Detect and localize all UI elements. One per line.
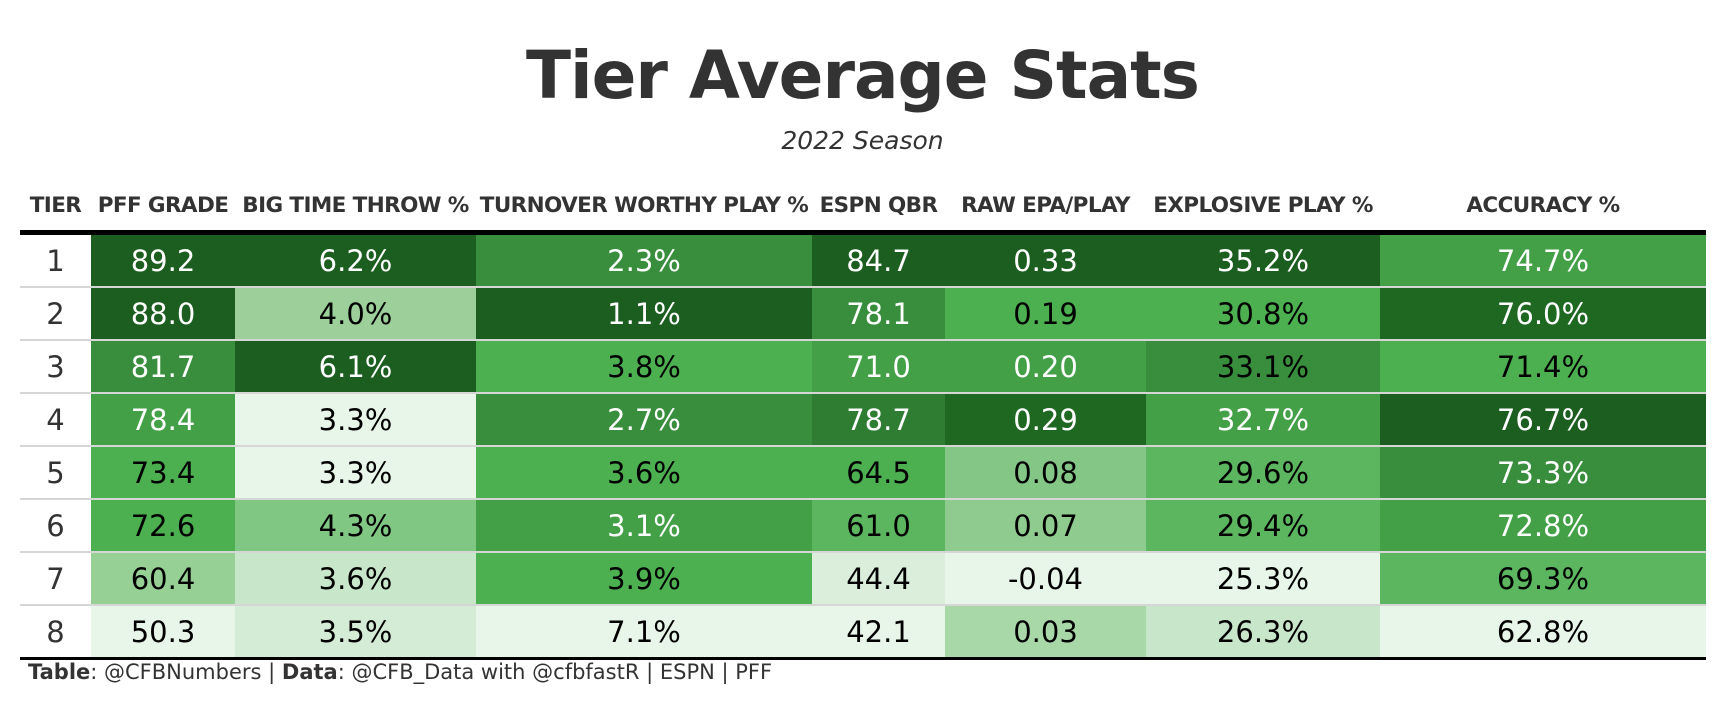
- value-cell: 76.0%: [1380, 287, 1706, 340]
- column-header: ESPN QBR: [819, 192, 938, 218]
- value-cell: 3.6%: [476, 446, 812, 499]
- value-cell: 2.7%: [476, 393, 812, 446]
- table-row: 6 72.6 4.3% 3.1% 61.0 0.07 29.4% 72.8%: [20, 499, 1706, 552]
- caption-data-value: : @CFB_Data with @cfbfastR | ESPN | PFF: [337, 660, 773, 684]
- table-row: 1 89.2 6.2% 2.3% 84.7 0.33 35.2% 74.7%: [20, 232, 1706, 287]
- value-cell: 84.7: [812, 232, 945, 287]
- value-cell: 73.4: [91, 446, 235, 499]
- tier-cell: 6: [20, 499, 91, 552]
- value-cell: 1.1%: [476, 287, 812, 340]
- value-cell: 3.3%: [235, 393, 476, 446]
- value-cell: 60.4: [91, 552, 235, 605]
- value-cell: 69.3%: [1380, 552, 1706, 605]
- column-header: ACCURACY %: [1466, 192, 1620, 218]
- chart-title: Tier Average Stats: [526, 37, 1200, 114]
- caption-table-label: Table: [28, 660, 91, 684]
- value-cell: 81.7: [91, 340, 235, 393]
- column-header: TIER: [29, 192, 82, 218]
- value-cell: 0.08: [945, 446, 1146, 499]
- column-header: PFF GRADE: [97, 192, 229, 218]
- value-cell: 44.4: [812, 552, 945, 605]
- caption-data-label: Data: [281, 660, 338, 684]
- caption-table-value: : @CFBNumbers |: [90, 660, 282, 684]
- value-cell: 3.8%: [476, 340, 812, 393]
- table-row: 7 60.4 3.6% 3.9% 44.4 -0.04 25.3% 69.3%: [20, 552, 1706, 605]
- value-cell: 33.1%: [1146, 340, 1380, 393]
- table-body: 1 89.2 6.2% 2.3% 84.7 0.33 35.2% 74.7% 2 88.0 4.0%…: [20, 232, 1706, 659]
- column-header: TURNOVER WORTHY PLAY %: [479, 192, 809, 218]
- table-row: 8 50.3 3.5% 7.1% 42.1 0.03 26.3% 62.8%: [20, 605, 1706, 659]
- value-cell: 71.4%: [1380, 340, 1706, 393]
- value-cell: 3.1%: [476, 499, 812, 552]
- value-cell: 76.7%: [1380, 393, 1706, 446]
- table-row: 4 78.4 3.3% 2.7% 78.7 0.29 32.7% 76.7%: [20, 393, 1706, 446]
- value-cell: 78.4: [91, 393, 235, 446]
- value-cell: 50.3: [91, 605, 235, 659]
- value-cell: 42.1: [812, 605, 945, 659]
- value-cell: 6.2%: [235, 232, 476, 287]
- value-cell: 78.7: [812, 393, 945, 446]
- tier-cell: 1: [20, 232, 91, 287]
- column-header: EXPLOSIVE PLAY %: [1153, 192, 1373, 218]
- value-cell: 4.0%: [235, 287, 476, 340]
- value-cell: 72.8%: [1380, 499, 1706, 552]
- value-cell: 73.3%: [1380, 446, 1706, 499]
- value-cell: 0.07: [945, 499, 1146, 552]
- value-cell: 3.6%: [235, 552, 476, 605]
- value-cell: 4.3%: [235, 499, 476, 552]
- table-row: 3 81.7 6.1% 3.8% 71.0 0.20 33.1% 71.4%: [20, 340, 1706, 393]
- value-cell: 3.5%: [235, 605, 476, 659]
- tier-cell: 3: [20, 340, 91, 393]
- stats-table: TIER PFF GRADE BIG TIME THROW % TURNOVER WO…: [20, 180, 1706, 660]
- column-header: BIG TIME THROW %: [242, 192, 469, 218]
- value-cell: 78.1: [812, 287, 945, 340]
- value-cell: 0.33: [945, 232, 1146, 287]
- value-cell: 35.2%: [1146, 232, 1380, 287]
- value-cell: 3.3%: [235, 446, 476, 499]
- tier-cell: 2: [20, 287, 91, 340]
- value-cell: 72.6: [91, 499, 235, 552]
- value-cell: 32.7%: [1146, 393, 1380, 446]
- value-cell: 30.8%: [1146, 287, 1380, 340]
- value-cell: 0.03: [945, 605, 1146, 659]
- value-cell: 29.4%: [1146, 499, 1380, 552]
- value-cell: 7.1%: [476, 605, 812, 659]
- value-cell: 29.6%: [1146, 446, 1380, 499]
- table-row: 5 73.4 3.3% 3.6% 64.5 0.08 29.6% 73.3%: [20, 446, 1706, 499]
- header-row: TIER PFF GRADE BIG TIME THROW % TURNOVER WO…: [20, 180, 1706, 233]
- value-cell: 88.0: [91, 287, 235, 340]
- tier-cell: 7: [20, 552, 91, 605]
- source-caption: Table: @CFBNumbers | Data: @CFB_Data wit…: [28, 660, 772, 684]
- value-cell: 6.1%: [235, 340, 476, 393]
- value-cell: 26.3%: [1146, 605, 1380, 659]
- table-row: 2 88.0 4.0% 1.1% 78.1 0.19 30.8% 76.0%: [20, 287, 1706, 340]
- value-cell: 71.0: [812, 340, 945, 393]
- value-cell: 3.9%: [476, 552, 812, 605]
- value-cell: 74.7%: [1380, 232, 1706, 287]
- value-cell: 89.2: [91, 232, 235, 287]
- tier-cell: 8: [20, 605, 91, 659]
- chart-subtitle: 2022 Season: [781, 126, 944, 155]
- tier-cell: 4: [20, 393, 91, 446]
- value-cell: 0.20: [945, 340, 1146, 393]
- value-cell: 2.3%: [476, 232, 812, 287]
- value-cell: 25.3%: [1146, 552, 1380, 605]
- value-cell: 64.5: [812, 446, 945, 499]
- tier-cell: 5: [20, 446, 91, 499]
- value-cell: 61.0: [812, 499, 945, 552]
- value-cell: 0.19: [945, 287, 1146, 340]
- value-cell: 62.8%: [1380, 605, 1706, 659]
- column-header: RAW EPA/PLAY: [961, 192, 1130, 218]
- value-cell: 0.29: [945, 393, 1146, 446]
- value-cell: -0.04: [945, 552, 1146, 605]
